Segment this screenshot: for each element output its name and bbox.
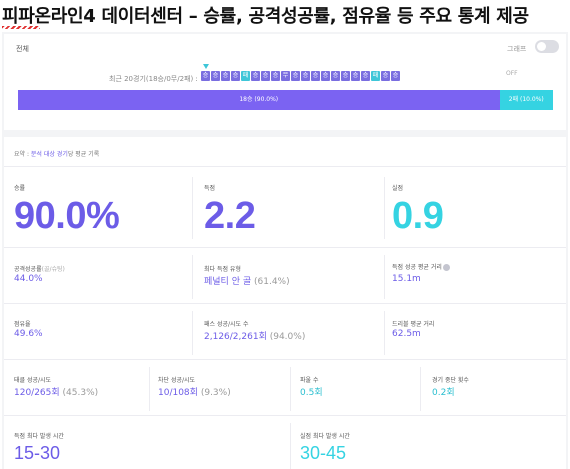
result-chip: 승 xyxy=(351,71,360,81)
divider xyxy=(384,255,385,299)
result-chip: 무승 xyxy=(281,71,290,89)
spellcheck-underline xyxy=(2,26,40,29)
summary-highlight: 분석 대상 경기 xyxy=(30,151,68,158)
peak-score-time-value: 15-30 xyxy=(14,443,61,463)
result-ratio-bar: 18승 (90.0%) 2패 (10.0%) xyxy=(18,90,553,110)
toggle-knob xyxy=(537,42,546,51)
attack-success-value: 44.0% xyxy=(14,274,43,284)
result-chip: 승 xyxy=(231,71,240,81)
graph-toggle[interactable] xyxy=(535,40,559,53)
attack-success-sub: (골/슈팅) xyxy=(41,266,65,273)
result-chip: 승 xyxy=(271,71,280,81)
divider xyxy=(290,367,291,411)
divider xyxy=(384,311,385,355)
possession-value: 49.6% xyxy=(14,329,43,339)
stats-card: 요약 : 분석 대상 경기당 평균 기록 승률 90.0% 득점 2.2 실점 … xyxy=(4,137,566,469)
result-chip: 승 xyxy=(221,71,230,81)
block-value: 10/108회 (9.3%) xyxy=(158,385,231,398)
top-goal-type-pct: (61.4%) xyxy=(254,277,290,287)
stoppage-value: 0.2회 xyxy=(432,388,455,398)
avg-goal-distance-value: 15.1m xyxy=(392,274,421,284)
block-text: 10/108회 xyxy=(158,388,198,398)
divider xyxy=(192,177,193,239)
goals-value: 2.2 xyxy=(204,195,256,237)
tackle-value: 120/265회 (45.3%) xyxy=(14,385,98,398)
tackle-text: 120/265회 xyxy=(14,388,60,398)
summary-prefix: 요약 : xyxy=(14,151,29,158)
pass-success-text: 2,126/2,261회 xyxy=(204,332,267,342)
peak-score-time-label: 득점 최다 발생 시간 xyxy=(14,433,64,440)
divider xyxy=(192,255,193,299)
top-goal-type-text: 페널티 안 골 xyxy=(204,277,252,287)
result-chip: 승 xyxy=(331,71,340,81)
divider xyxy=(384,177,385,239)
result-chip: 승 xyxy=(381,71,390,81)
conceded-value: 0.9 xyxy=(392,195,444,237)
block-label: 차단 성공/시도 xyxy=(158,377,196,384)
info-icon[interactable] xyxy=(442,264,450,271)
result-chip: 승 xyxy=(311,71,320,81)
divider xyxy=(4,415,566,416)
pass-success-label: 패스 성공/시도 수 xyxy=(204,321,249,328)
block-pct: (9.3%) xyxy=(200,388,231,398)
win-rate-value: 90.0% xyxy=(14,195,120,237)
win-rate-label: 승률 xyxy=(14,185,26,192)
result-chip: 승 xyxy=(261,71,270,81)
summary-caption: 요약 : 분석 대상 경기당 평균 기록 xyxy=(14,149,99,158)
top-goal-type-label: 최다 득점 유형 xyxy=(204,266,241,273)
graph-toggle-label: 그래프 xyxy=(507,45,527,53)
filter-all-label[interactable]: 전체 xyxy=(16,45,29,53)
divider xyxy=(420,367,421,411)
result-chip: 승 xyxy=(321,71,330,81)
dribble-distance-value: 62.5m xyxy=(392,329,421,339)
dribble-distance-label: 드리블 평균 거리 xyxy=(392,321,435,328)
divider xyxy=(4,303,566,304)
fouls-value: 0.5회 xyxy=(300,388,323,398)
result-chip: 패 xyxy=(241,71,250,81)
divider xyxy=(4,247,566,248)
off-label: OFF xyxy=(506,70,518,77)
divider xyxy=(4,166,566,167)
avg-goal-distance-label-text: 득점 성공 평균 거리 xyxy=(392,264,442,271)
latest-game-marker-icon xyxy=(203,64,209,69)
attack-success-label: 공격성공률(골/슈팅) xyxy=(14,264,65,273)
result-chip: 승 xyxy=(201,71,210,81)
win-segment: 18승 (90.0%) xyxy=(18,90,500,110)
avg-goal-distance-label: 득점 성공 평균 거리 xyxy=(392,262,450,271)
recent-games-label: 최근 20경기(18승/0무/2패) : xyxy=(109,75,198,83)
pass-success-value: 2,126/2,261회 (94.0%) xyxy=(204,329,305,342)
attack-success-label-text: 공격성공률 xyxy=(14,266,42,273)
result-chip: 승 xyxy=(391,71,400,81)
pass-success-pct: (94.0%) xyxy=(269,332,306,342)
peak-concede-time-label: 실점 최다 발생 시간 xyxy=(300,433,350,440)
loss-segment: 2패 (10.0%) xyxy=(499,90,553,110)
divider xyxy=(4,359,566,360)
conceded-label: 실점 xyxy=(392,185,404,192)
result-chip: 승 xyxy=(251,71,260,81)
divider xyxy=(149,367,150,411)
result-chip: 승 xyxy=(301,71,310,81)
top-goal-type-value: 페널티 안 골 (61.4%) xyxy=(204,274,290,287)
divider xyxy=(192,311,193,355)
peak-concede-time-value: 30-45 xyxy=(300,443,347,463)
result-chips: 승 승 승 승 패 승 승 승 무승 승 승 승 승 승 승 승 승 패 승 승 xyxy=(201,71,400,89)
tackle-pct: (45.3%) xyxy=(62,388,99,398)
divider xyxy=(290,423,291,469)
summary-suffix: 당 평균 기록 xyxy=(67,151,100,158)
fouls-label: 파울 수 xyxy=(300,377,319,384)
result-chip: 패 xyxy=(371,71,380,81)
possession-label: 점유율 xyxy=(14,321,31,328)
tackle-label: 태클 성공/시도 xyxy=(14,377,52,384)
headline: 피파온라인4 데이터센터 – 승률, 공격성공률, 점유율 등 주요 통계 제공 xyxy=(0,0,570,30)
result-chip: 승 xyxy=(341,71,350,81)
goals-label: 득점 xyxy=(204,185,216,192)
stoppage-label: 경기 중단 횟수 xyxy=(432,377,469,384)
result-chip: 승 xyxy=(211,71,220,81)
result-chip: 승 xyxy=(291,71,300,81)
result-chip: 승 xyxy=(361,71,370,81)
headline-text: 피파온라인4 데이터센터 – 승률, 공격성공률, 점유율 등 주요 통계 제공 xyxy=(2,6,529,27)
